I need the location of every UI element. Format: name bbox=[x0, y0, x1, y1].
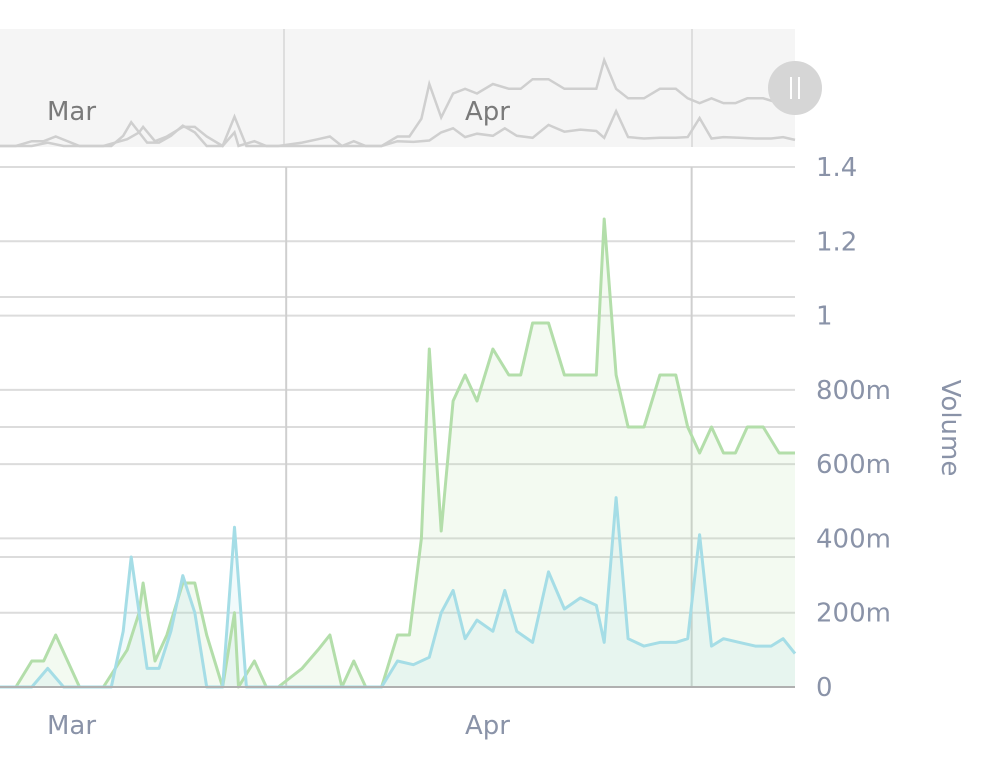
y-axis-title: Volume bbox=[935, 380, 965, 477]
navigator-series-2 bbox=[0, 108, 796, 148]
navigator-label-apr: Apr bbox=[465, 97, 510, 127]
navigator-panel[interactable]: Mar Apr bbox=[0, 29, 822, 148]
series-lines bbox=[0, 217, 797, 689]
navigator-label-mar: Mar bbox=[47, 97, 96, 127]
x-tick-label: Mar bbox=[47, 711, 96, 741]
y-tick-label: 0 bbox=[816, 673, 833, 703]
y-tick-label: 200m bbox=[816, 599, 891, 629]
x-axis-ticks: Mar Apr bbox=[47, 711, 510, 741]
drag-handle-icon[interactable] bbox=[768, 61, 822, 115]
plot-area bbox=[0, 166, 797, 689]
series-areas bbox=[0, 219, 795, 687]
series-1-area bbox=[0, 219, 795, 687]
y-tick-label: 1.2 bbox=[816, 227, 857, 257]
y-axis-ticks: 0 200m 400m 600m 800m 1 1.2 1.4 bbox=[816, 153, 891, 703]
navigator-series-group bbox=[0, 56, 796, 148]
y-tick-label: 400m bbox=[816, 524, 891, 554]
x-tick-label: Apr bbox=[465, 711, 510, 741]
y-tick-label: 800m bbox=[816, 376, 891, 406]
series-2-line bbox=[0, 496, 797, 689]
navigator-handle[interactable] bbox=[768, 61, 822, 115]
navigator-series-1 bbox=[0, 56, 795, 148]
series-1-line bbox=[0, 217, 795, 689]
y-tick-label: 1 bbox=[816, 302, 833, 332]
y-tick-label: 600m bbox=[816, 450, 891, 480]
y-tick-label: 1.4 bbox=[816, 153, 857, 183]
gridlines bbox=[0, 166, 795, 687]
